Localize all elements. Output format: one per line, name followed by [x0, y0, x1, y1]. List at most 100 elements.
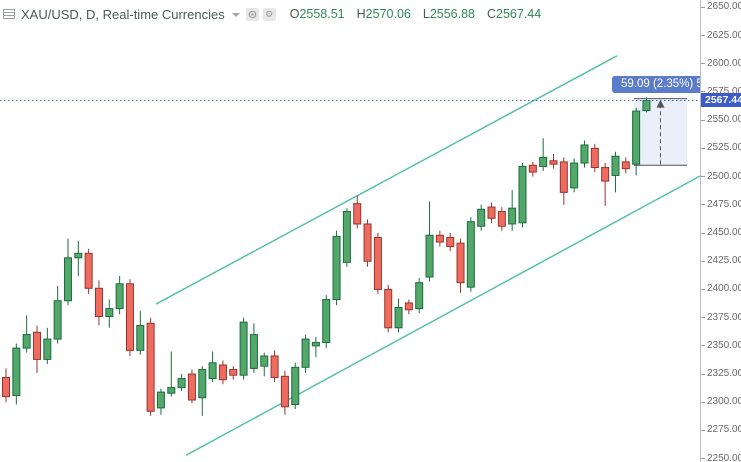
price-tick-label: 2375.00	[707, 311, 741, 323]
candle-down	[125, 279, 134, 357]
price-tick-label: 2275.00	[707, 424, 741, 436]
candle-up	[611, 151, 620, 193]
candle-up	[342, 208, 351, 267]
chevron-down-icon[interactable]	[231, 13, 240, 17]
candle-up	[311, 336, 320, 358]
symbol-title[interactable]: XAU/USD, D, Real-time Currencies	[21, 6, 225, 22]
price-tick-mark	[701, 429, 705, 431]
candle-down	[621, 157, 630, 174]
candle-down	[280, 370, 289, 415]
candle-up	[239, 317, 248, 380]
candle-down	[590, 143, 599, 173]
candle-up	[301, 334, 310, 373]
price-tick-label: 2475.00	[707, 198, 741, 210]
price-tick-mark	[701, 373, 705, 375]
price-tick-label: 2350.00	[707, 339, 741, 351]
candle-down	[146, 317, 155, 416]
price-tick-mark	[701, 147, 705, 149]
price-tick-mark	[701, 204, 705, 206]
channel-upper-trendline[interactable]	[155, 55, 618, 305]
candle-up	[177, 374, 186, 391]
candle-down	[601, 163, 610, 206]
candle-up	[632, 107, 641, 176]
chart-legend: XAU/USD, D, Real-time Currencies ⚙ O2558…	[0, 0, 553, 28]
candle-up	[53, 286, 62, 344]
candle-up	[115, 275, 124, 315]
candle-down	[487, 202, 496, 223]
candle-up	[43, 327, 52, 364]
candle-up	[74, 240, 83, 276]
candle-down	[404, 299, 413, 315]
price-tick-label: 2250.00	[707, 452, 741, 462]
price-tick-mark	[701, 260, 705, 262]
candle-down	[497, 207, 506, 231]
price-tick-mark	[701, 288, 705, 290]
layout-panel-icon[interactable]	[3, 8, 15, 20]
price-tick-mark	[701, 458, 705, 460]
candle-up	[63, 238, 72, 306]
price-tick-label: 2400.00	[707, 283, 741, 295]
channel-lower-trendline[interactable]	[185, 175, 700, 456]
price-tick-mark	[701, 63, 705, 65]
ohlc-o-value: O2558.51	[289, 7, 345, 21]
eye-icon[interactable]	[245, 7, 259, 21]
candle-up	[642, 97, 651, 113]
candle-down	[353, 195, 362, 229]
ohlc-h-value: H2570.06	[356, 7, 411, 21]
price-tick-mark	[701, 232, 705, 234]
price-tick-mark	[701, 119, 705, 121]
measure-tool-label[interactable]: 59.09 (2.35%) 5	[612, 75, 700, 93]
gear-icon[interactable]: ⚙	[262, 7, 276, 21]
price-axis[interactable]: 2567.44 2650.00 2625.00 2600.00 2575.00 2550…	[700, 0, 741, 462]
candle-up	[508, 190, 517, 231]
price-tick-mark	[701, 401, 705, 403]
candle-down	[384, 284, 393, 333]
candle-up	[156, 388, 165, 415]
price-tick-mark	[701, 6, 705, 8]
candle-down	[187, 369, 196, 404]
candle-up	[570, 158, 579, 193]
price-tick-mark	[701, 317, 705, 319]
candle-down	[373, 233, 382, 294]
candle-up	[580, 140, 589, 168]
candle-up	[208, 351, 217, 382]
candle-down	[84, 248, 93, 294]
candle-up	[167, 351, 176, 397]
price-tick-label: 2600.00	[707, 57, 741, 69]
candle-up	[12, 343, 21, 405]
price-tick-label: 2525.00	[707, 142, 741, 154]
price-tick-label: 2550.00	[707, 114, 741, 126]
ohlc-c-value: C2567.44	[487, 7, 542, 21]
price-tick-mark	[701, 35, 705, 36]
candle-up	[394, 298, 403, 333]
candle-down	[2, 368, 10, 403]
candle-down	[528, 161, 537, 177]
price-tick-mark	[701, 91, 705, 93]
ohlc-values: O2558.51 H2570.06 L2556.88 C2567.44	[290, 7, 554, 21]
price-tick-label: 2425.00	[707, 255, 741, 267]
price-tick-label: 2575.00	[707, 85, 741, 97]
candle-down	[218, 360, 227, 385]
candle-up	[466, 217, 475, 292]
candle-up	[477, 204, 486, 231]
candles-layer	[0, 55, 700, 456]
candle-down	[446, 233, 455, 252]
candle-down	[229, 366, 238, 380]
candle-up	[539, 138, 548, 171]
candle-up	[105, 299, 114, 328]
candle-up	[198, 366, 207, 416]
price-tick-label: 2500.00	[707, 170, 741, 182]
current-price-label: 2567.44	[701, 93, 741, 108]
measure-tool[interactable]	[634, 98, 687, 166]
candle-up	[332, 230, 341, 306]
candle-down	[456, 238, 465, 293]
chart-area[interactable]: 59.09 (2.35%) 5	[0, 0, 700, 462]
price-tick-mark	[701, 176, 705, 178]
price-tick-label: 2625.00	[707, 29, 741, 41]
candle-down	[94, 280, 103, 326]
candle-up	[22, 315, 31, 353]
candle-up	[291, 362, 300, 410]
candle-up	[260, 352, 269, 377]
candle-down	[32, 325, 41, 373]
